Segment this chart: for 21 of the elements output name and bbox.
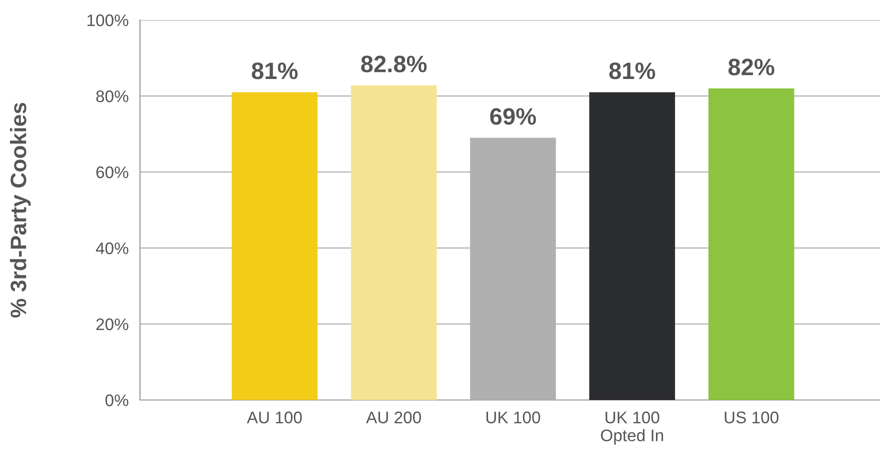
data-label: 82.8% [361,56,427,72]
x-tick-label: US 100 [724,412,778,424]
x-tick-label: UK 100 [486,412,540,424]
bar [232,92,318,400]
y-tick-label: 40% [96,242,128,254]
bar [708,88,794,400]
bar [350,85,437,400]
x-tick-label: AU 100 [246,412,302,424]
y-axis-title: % 3rd-Party Cookies [10,102,31,318]
y-tick-label: 0% [105,394,128,406]
data-label: 81% [252,62,298,80]
data-label: 81% [609,62,656,80]
data-label: 69% [490,108,536,125]
x-tick-label: AU 200 [366,412,421,424]
y-tick-label: 20% [96,318,128,330]
bar [589,92,676,400]
y-tick-label: 80% [96,90,128,102]
data-label: 82% [728,58,774,76]
x-tick-label: UK 100 Opted In [600,412,664,445]
y-tick-label: 60% [96,166,128,178]
y-tick-label: 100% [88,14,128,26]
